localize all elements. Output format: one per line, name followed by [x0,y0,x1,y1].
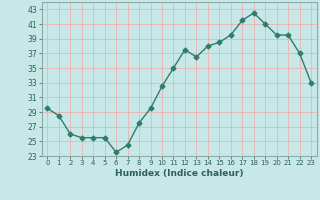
X-axis label: Humidex (Indice chaleur): Humidex (Indice chaleur) [115,169,244,178]
